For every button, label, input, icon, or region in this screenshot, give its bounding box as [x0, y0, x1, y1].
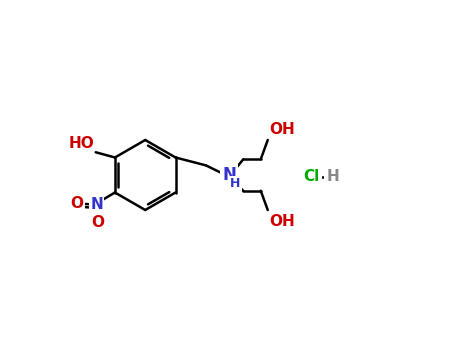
Text: OH: OH — [269, 214, 295, 229]
Text: HO: HO — [68, 136, 94, 151]
Text: H: H — [230, 177, 241, 190]
Text: O: O — [70, 196, 83, 211]
Text: Cl: Cl — [303, 169, 319, 184]
Text: N: N — [91, 197, 103, 211]
Text: N: N — [222, 166, 236, 184]
Text: H: H — [326, 169, 339, 184]
Text: OH: OH — [269, 121, 295, 136]
Text: O: O — [91, 215, 104, 230]
